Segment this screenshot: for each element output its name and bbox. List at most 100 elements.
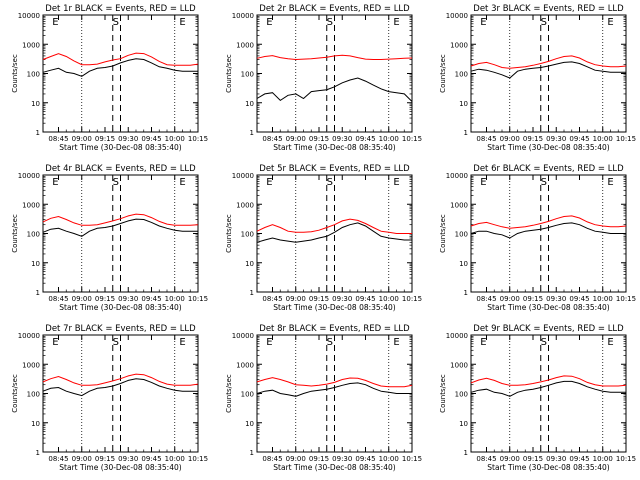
y-tick-label: 100 (455, 231, 468, 239)
panel-det-5: Det 5r BLACK = Events, RED = LLD 1 10 100 10… (225, 164, 422, 312)
x-tick-label: 10:15 (188, 295, 208, 303)
x-tick-label: 10:15 (616, 295, 636, 303)
y-axis-title: Counts/sec (439, 374, 447, 413)
panel-title: Det 8r BLACK = Events, RED = LLD (259, 324, 410, 334)
x-tick-label: 09:30 (118, 295, 138, 303)
y-axis-title: Counts/sec (225, 374, 233, 413)
y-tick-label: 1000 (236, 41, 254, 49)
panel-det-4: Det 4r BLACK = Events, RED = LLD 1 10 100 10… (11, 164, 208, 312)
series-line-events (256, 77, 413, 102)
marker-label: E (266, 17, 272, 28)
x-tick-label: 09:30 (332, 455, 352, 463)
marker-label: E (480, 177, 486, 188)
x-tick-label: 08:45 (476, 455, 496, 463)
series-line-lld (42, 213, 199, 226)
panel-det-6: Det 6r BLACK = Events, RED = LLD 1 10 100 10… (439, 164, 636, 312)
panel-det-2: Det 2r BLACK = Events, RED = LLD 1 10 100 10… (225, 4, 422, 152)
y-tick-label: 10 (459, 260, 468, 268)
y-tick-label: 10000 (18, 172, 40, 180)
panel-title: Det 2r BLACK = Events, RED = LLD (259, 4, 410, 14)
y-tick-label: 1000 (236, 361, 254, 369)
marker-label: S (327, 17, 333, 28)
y-tick-label: 1000 (450, 361, 468, 369)
panel-title: Det 5r BLACK = Events, RED = LLD (259, 164, 410, 174)
series-line-events (256, 382, 412, 397)
y-axis-title: Counts/sec (11, 374, 19, 413)
x-tick-label: 09:15 (309, 135, 329, 143)
series-line-events (42, 378, 198, 397)
y-tick-label: 1 (36, 449, 40, 457)
x-tick-label: 10:00 (165, 455, 185, 463)
y-tick-label: 10000 (446, 172, 468, 180)
y-tick-label: 1 (250, 289, 254, 297)
x-tick-label: 10:15 (188, 455, 208, 463)
y-tick-label: 1 (250, 129, 254, 137)
y-tick-label: 1 (36, 129, 40, 137)
marker-label: E (393, 337, 399, 348)
x-tick-label: 09:45 (355, 295, 375, 303)
x-tick-label: 09:15 (523, 295, 543, 303)
panel-title: Det 4r BLACK = Events, RED = LLD (45, 164, 196, 174)
x-tick-label: 09:00 (286, 295, 306, 303)
x-tick-label: 09:45 (569, 295, 589, 303)
series-line-lld (42, 52, 199, 66)
x-tick-label: 09:30 (546, 455, 566, 463)
panel-det-3: Det 3r BLACK = Events, RED = LLD 1 10 100 10… (439, 4, 636, 152)
x-axis-title: Start Time (30-Dec-08 08:35:40) (59, 303, 181, 312)
marker-label: E (607, 17, 613, 28)
x-tick-label: 08:45 (48, 295, 68, 303)
x-tick-label: 09:00 (500, 455, 520, 463)
y-tick-label: 1 (250, 449, 254, 457)
y-axis-title: Counts/sec (11, 54, 19, 93)
marker-label: E (393, 17, 399, 28)
x-tick-label: 10:15 (188, 135, 208, 143)
x-tick-label: 10:00 (165, 135, 185, 143)
y-tick-label: 10000 (232, 12, 254, 20)
series-line-events (470, 380, 626, 397)
marker-label: E (266, 337, 272, 348)
x-axis-title: Start Time (30-Dec-08 08:35:40) (487, 143, 609, 152)
marker-label: S (541, 337, 547, 348)
y-axis-title: Counts/sec (11, 214, 19, 253)
y-tick-label: 10 (31, 260, 40, 268)
y-axis-title: Counts/sec (439, 54, 447, 93)
y-tick-label: 10000 (446, 12, 468, 20)
marker-label: E (607, 337, 613, 348)
series-line-lld (256, 54, 413, 61)
marker-label: S (113, 177, 119, 188)
x-tick-label: 08:45 (262, 135, 282, 143)
y-tick-label: 100 (27, 71, 40, 79)
marker-label: E (266, 177, 272, 188)
x-axis-title: Start Time (30-Dec-08 08:35:40) (487, 303, 609, 312)
panel-title: Det 7r BLACK = Events, RED = LLD (45, 324, 196, 334)
panel-det-8: Det 8r BLACK = Events, RED = LLD 1 10 100 10… (225, 324, 422, 472)
x-tick-label: 09:30 (118, 135, 138, 143)
series-line-lld (42, 373, 199, 386)
x-tick-label: 10:00 (165, 295, 185, 303)
x-tick-label: 08:45 (476, 135, 496, 143)
x-tick-label: 10:15 (616, 455, 636, 463)
x-tick-label: 10:15 (616, 135, 636, 143)
y-axis-title: Counts/sec (225, 54, 233, 93)
x-tick-label: 10:00 (593, 455, 613, 463)
series-line-events (256, 222, 412, 243)
y-tick-label: 10000 (446, 332, 468, 340)
x-tick-label: 08:45 (476, 295, 496, 303)
x-tick-label: 09:15 (523, 455, 543, 463)
marker-label: E (52, 17, 58, 28)
series-line-lld (470, 375, 627, 387)
y-tick-label: 1 (464, 449, 468, 457)
x-tick-label: 09:00 (286, 455, 306, 463)
series-line-lld (256, 377, 413, 388)
x-tick-label: 09:15 (95, 135, 115, 143)
x-tick-label: 09:45 (141, 295, 161, 303)
x-tick-label: 10:15 (402, 295, 422, 303)
x-axis-title: Start Time (30-Dec-08 08:35:40) (59, 463, 181, 472)
y-axis-title: Counts/sec (225, 214, 233, 253)
x-tick-label: 09:45 (355, 135, 375, 143)
x-axis-title: Start Time (30-Dec-08 08:35:40) (273, 303, 395, 312)
panel-det-1: Det 1r BLACK = Events, RED = LLD 1 10 100 10… (11, 4, 208, 152)
x-axis-title: Start Time (30-Dec-08 08:35:40) (273, 463, 395, 472)
y-tick-label: 100 (27, 391, 40, 399)
x-tick-label: 09:00 (72, 135, 92, 143)
